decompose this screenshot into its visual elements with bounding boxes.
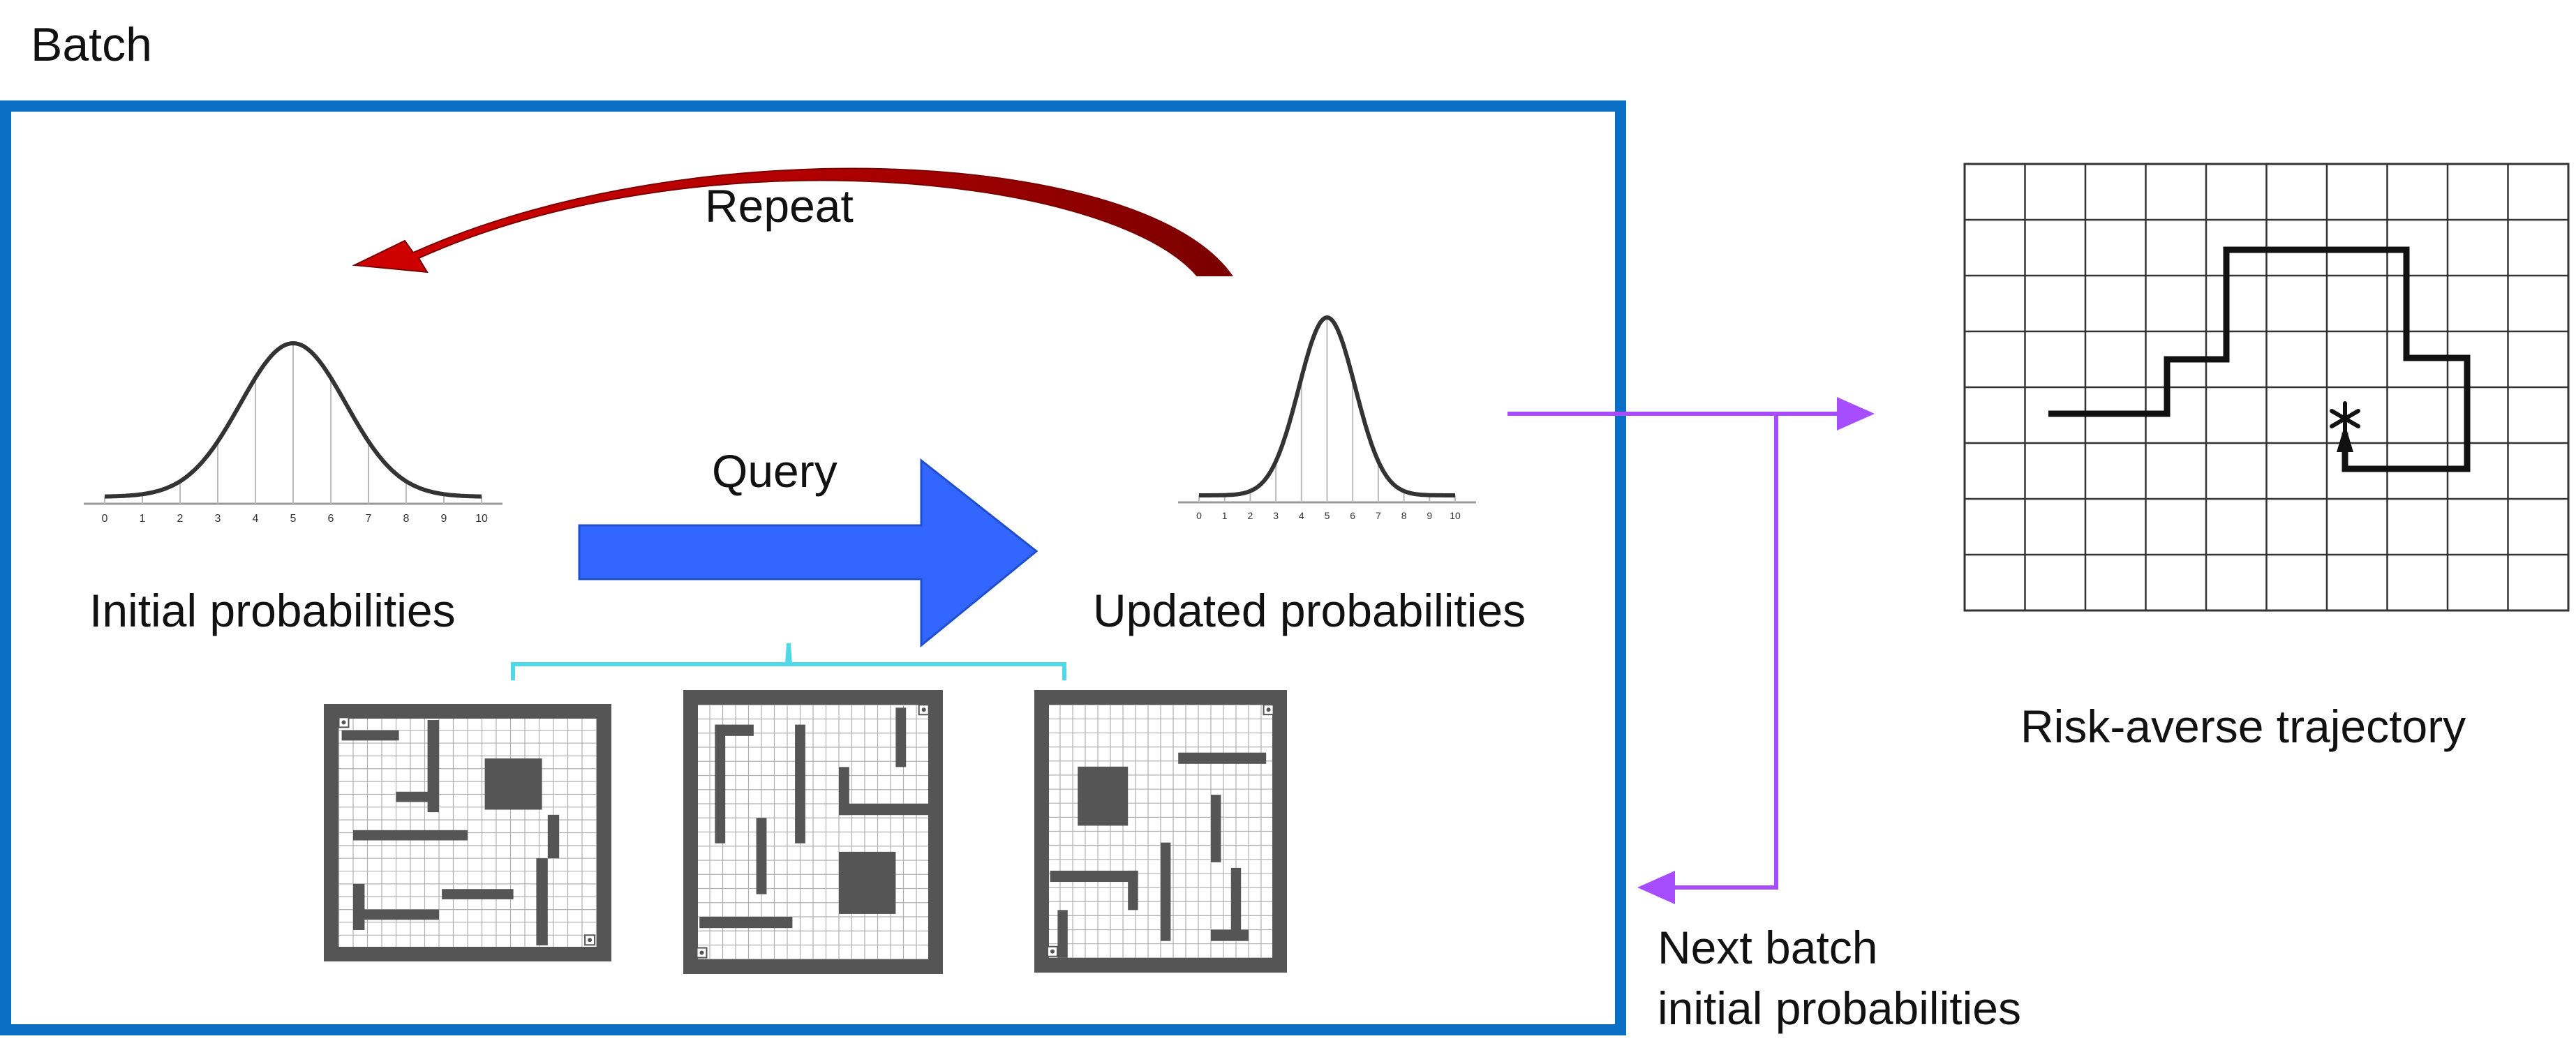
updated-tick-label: 2 (1248, 510, 1253, 521)
updated-probabilities-label: Updated probabilities (1093, 585, 1526, 636)
initial-tick-label: 3 (215, 513, 221, 525)
initial-tick-label: 5 (290, 513, 297, 525)
maze-1 (324, 704, 611, 961)
updated-tick-label: 9 (1427, 510, 1432, 521)
feedback-arrow (1637, 414, 1778, 904)
updated-tick-label: 8 (1401, 510, 1407, 521)
updated-tick-label: 6 (1350, 510, 1355, 521)
batch-label: Batch (31, 18, 152, 71)
initial-tick-label: 7 (366, 513, 372, 525)
star-goal-icon (2330, 401, 2360, 436)
updated-distribution-chart: 0 1 2 3 4 5 6 7 8 9 10 (1178, 315, 1476, 521)
updated-tick-label: 0 (1196, 510, 1202, 521)
initial-tick-label: 4 (253, 513, 259, 525)
initial-tick-label: 6 (328, 513, 334, 525)
updated-tick-label: 7 (1376, 510, 1381, 521)
trajectory-path (2048, 246, 2471, 472)
maze-3 (1034, 690, 1287, 973)
initial-distribution-chart: 0 1 2 3 4 5 6 7 8 9 10 (84, 340, 502, 525)
repeat-arrow (352, 167, 1233, 276)
initial-tick-label: 2 (177, 513, 184, 525)
query-brace (511, 643, 1066, 680)
updated-tick-label: 1 (1222, 510, 1228, 521)
repeat-label: Repeat (705, 180, 854, 232)
query-arrow (578, 458, 1038, 648)
query-label: Query (712, 445, 837, 497)
updated-tick-label: 10 (1450, 510, 1461, 521)
initial-probabilities-label: Initial probabilities (89, 585, 456, 636)
updated-tick-label: 5 (1325, 510, 1330, 521)
next-batch-label-line2: initial probabilities (1658, 982, 2021, 1034)
updated-tick-label: 3 (1273, 510, 1279, 521)
next-batch-label-line1: Next batch (1658, 922, 1878, 973)
start-arrow-icon (2337, 424, 2353, 452)
risk-averse-trajectory-label: Risk-averse trajectory (2020, 700, 2466, 752)
batch-frame (0, 100, 1626, 1035)
trajectory-grid (1963, 163, 2570, 612)
initial-tick-label: 9 (441, 513, 447, 525)
initial-tick-label: 10 (475, 513, 488, 525)
maze-2 (683, 690, 943, 974)
initial-tick-label: 1 (140, 513, 146, 525)
initial-tick-label: 8 (403, 513, 410, 525)
updated-tick-label: 4 (1299, 510, 1304, 521)
initial-tick-label: 0 (102, 513, 108, 525)
